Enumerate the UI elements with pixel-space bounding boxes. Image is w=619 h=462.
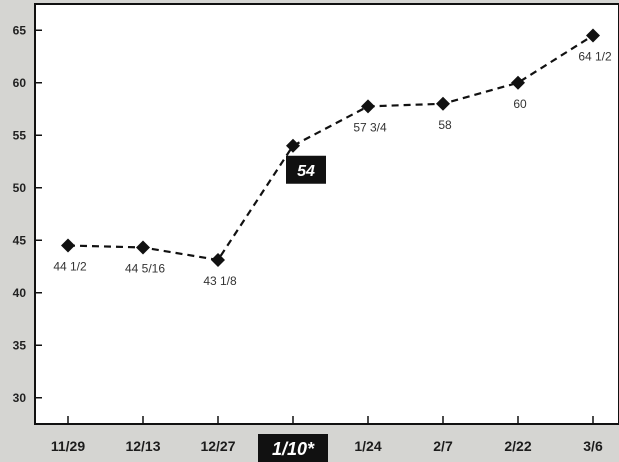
x-tick-label: 12/27 [200,438,235,454]
plot-area [34,3,619,425]
y-tick-label: 60 [13,76,27,90]
x-tick-label: 2/22 [504,438,531,454]
x-tick-label: 11/29 [51,438,85,454]
data-label: 57 3/4 [353,120,387,134]
data-markers [61,28,600,267]
y-tick-label: 50 [13,181,27,195]
data-point [586,28,600,43]
x-tick-label: 2/7 [433,438,453,454]
x-tick-label-highlight: 1/10* [272,439,315,459]
data-label: 44 1/2 [53,260,87,274]
x-tick-label: 1/24 [354,438,381,454]
data-point [61,238,75,253]
data-label-highlight-box [286,155,326,184]
data-point [286,138,300,153]
series-line [67,34,594,262]
y-tick-label: 40 [13,286,27,300]
y-tick-label: 30 [13,391,27,405]
data-labels: 44 1/2 44 5/16 43 1/8 54 57 3/4 58 60 64 1/2 [53,50,612,288]
data-point [211,252,225,267]
x-axis: 11/29 12/13 12/27 1/10* 1/24 2/7 2/22 3/6 [51,416,603,462]
y-tick-label: 65 [13,23,27,37]
data-point [436,96,450,111]
x-tick-highlight-box [258,434,328,462]
data-label: 64 1/2 [578,50,612,64]
x-tick-label: 12/13 [125,438,160,454]
data-label: 44 5/16 [125,261,165,275]
data-label: 60 [513,97,527,111]
y-axis: 30 35 40 45 50 55 60 65 [13,23,42,405]
data-label: 58 [438,118,452,132]
y-tick-label: 35 [13,338,27,352]
data-label-highlight: 54 [297,163,315,180]
y-tick-label: 55 [13,128,27,142]
data-point [511,75,525,90]
data-point [136,240,150,255]
data-label: 43 1/8 [203,274,237,288]
x-tick-label: 3/6 [583,438,603,454]
series-polyline [67,34,594,262]
data-point [361,99,375,114]
y-tick-label: 45 [13,233,27,247]
